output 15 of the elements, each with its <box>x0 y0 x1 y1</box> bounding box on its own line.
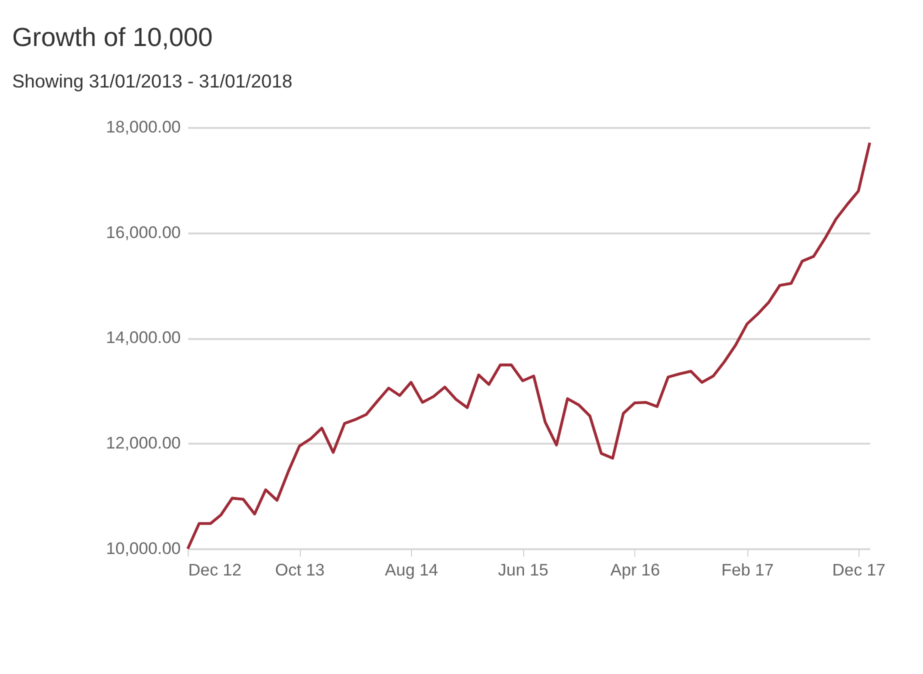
line-series <box>186 141 872 550</box>
y-tick-label: 10,000.00 <box>106 538 181 558</box>
x-tick-label: Apr 16 <box>610 560 660 580</box>
y-tick-label: 18,000.00 <box>106 118 181 137</box>
x-tick-label: Dec 12 <box>188 560 242 580</box>
x-tick-label: Dec 17 <box>832 560 886 580</box>
y-tick-label: 12,000.00 <box>106 434 181 453</box>
y-tick-label: 16,000.00 <box>106 222 181 242</box>
x-tick-label: Aug 14 <box>384 560 438 580</box>
y-tick-label: 14,000.00 <box>106 328 181 348</box>
chart-subtitle: Showing 31/01/2013 - 31/01/2018 <box>12 70 292 92</box>
x-tick-label: Feb 17 <box>721 560 774 580</box>
x-tick-label: Oct 13 <box>275 560 325 580</box>
x-tick-label: Jun 15 <box>498 560 548 580</box>
chart-title: Growth of 10,000 <box>12 22 213 52</box>
